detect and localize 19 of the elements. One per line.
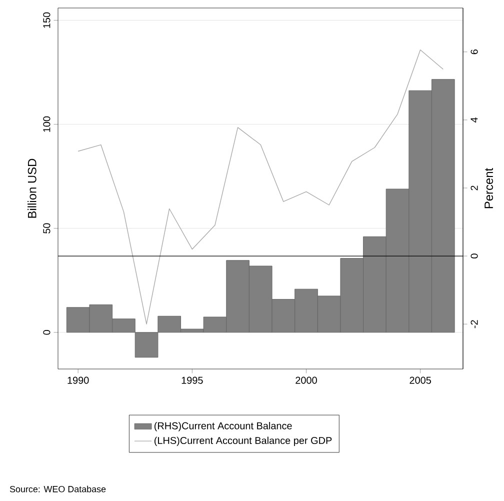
y2-tick-label: 2 xyxy=(470,186,478,190)
x-tick-label: 1995 xyxy=(182,376,203,384)
y2-axis-title: Percent xyxy=(484,168,494,208)
y2-tick-label: 4 xyxy=(470,117,478,122)
legend-label: (RHS)Current Account Balance xyxy=(154,422,292,432)
x-tick-label: 2000 xyxy=(296,376,317,384)
y-tick-label: 0 xyxy=(43,330,50,335)
y-tick-label: 150 xyxy=(43,12,50,28)
y2-tick-label: -2 xyxy=(470,320,478,328)
y-axis-title: Billion USD xyxy=(28,158,36,218)
x-tick-label: 1990 xyxy=(68,376,89,384)
line-series xyxy=(78,49,444,324)
y2-tick-label: 6 xyxy=(470,50,478,54)
source-note: Source: WEO Database xyxy=(10,486,106,492)
y-tick-label: 50 xyxy=(43,223,50,234)
y-tick-label: 100 xyxy=(43,116,50,132)
y2-tick-label: 0 xyxy=(470,254,478,258)
x-tick-label: 2005 xyxy=(410,376,431,384)
legend-label: (LHS)Current Account Balance per GDP xyxy=(154,436,332,446)
